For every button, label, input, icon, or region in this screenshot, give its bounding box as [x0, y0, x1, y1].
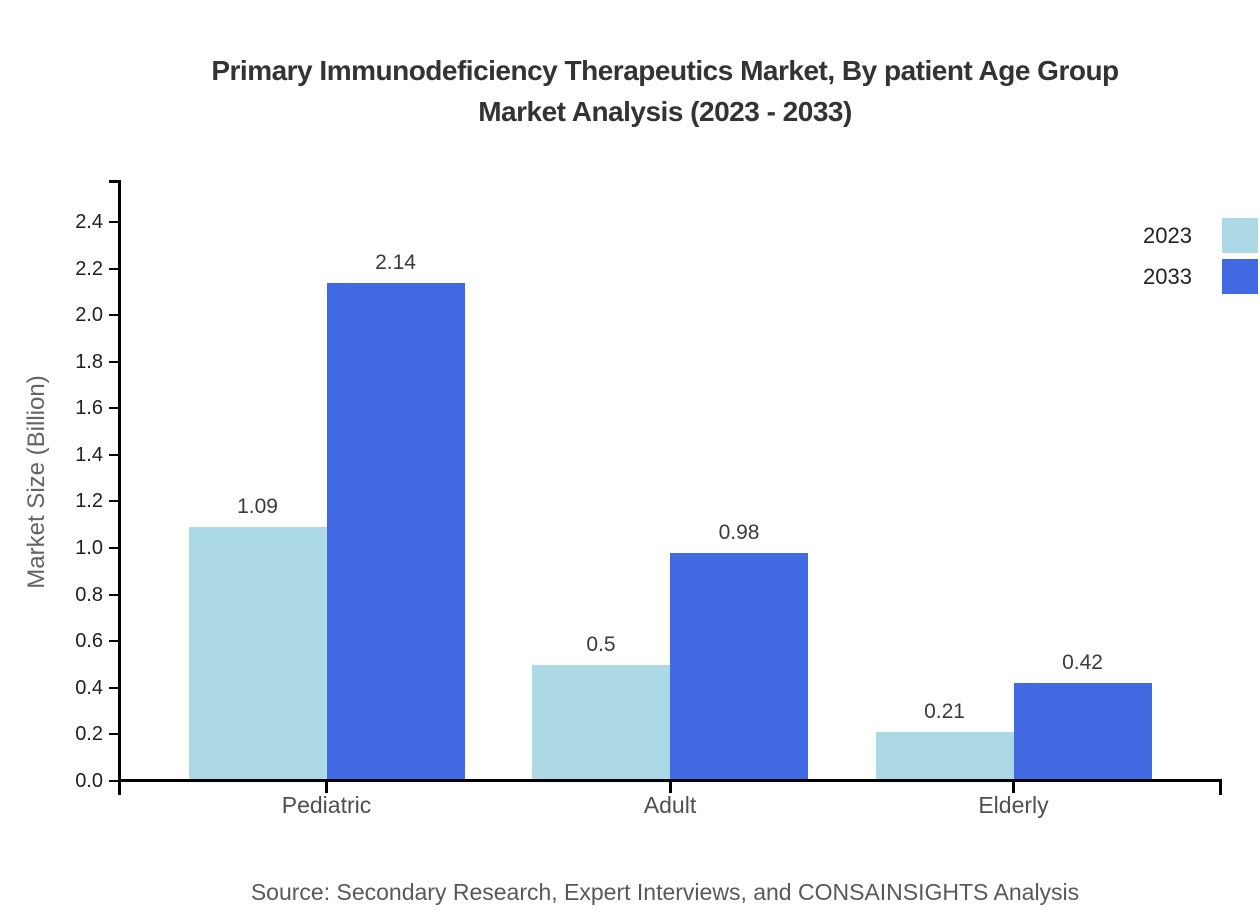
bar-2023-pediatric: [188, 527, 327, 781]
y-tick-2.0: [109, 314, 118, 317]
y-tick-1.2: [109, 500, 118, 503]
chart-title: Primary Immunodeficiency Therapeutics Ma…: [80, 50, 1250, 132]
bar-2033-elderly: [1013, 683, 1152, 781]
y-tick-label-0.8: 0.8: [75, 583, 103, 606]
y-tick-0.4: [109, 686, 118, 689]
x-tick-label-pediatric: Pediatric: [281, 792, 372, 818]
y-tick-label-1.2: 1.2: [75, 490, 103, 513]
y-tick-label-2.4: 2.4: [75, 210, 103, 233]
y-tick-2.2: [109, 267, 118, 270]
y-tick-1.4: [109, 453, 118, 456]
y-tick-label-2.2: 2.2: [75, 257, 103, 280]
x-axis-start-tick: [118, 781, 121, 795]
x-axis-line: [118, 779, 1222, 782]
value-label-2023-adult: 0.5: [586, 632, 616, 656]
y-axis-title: Market Size (Billion): [23, 375, 50, 589]
y-tick-1.0: [109, 547, 118, 550]
y-tick-label-0.4: 0.4: [75, 676, 103, 699]
legend-label-2033: 2033: [1143, 264, 1192, 289]
source-note: Source: Secondary Research, Expert Inter…: [250, 879, 1080, 905]
y-tick-0.6: [109, 640, 118, 643]
chart-title-line2: Market Analysis (2023 - 2033): [478, 96, 852, 127]
value-label-2033-elderly: 0.42: [1062, 651, 1103, 675]
y-tick-label-1.4: 1.4: [75, 443, 103, 466]
y-tick-1.8: [109, 360, 118, 363]
x-tick-adult: [668, 781, 672, 793]
value-label-2023-elderly: 0.21: [924, 700, 965, 724]
y-tick-label-0.6: 0.6: [75, 630, 103, 653]
y-tick-label-1.6: 1.6: [75, 397, 103, 420]
legend-item-2023: 2023: [1143, 218, 1258, 253]
y-tick-0.0: [109, 780, 118, 782]
x-tick-label-adult: Adult: [643, 792, 697, 818]
y-axis-spine: [118, 180, 121, 795]
legend-label-2023: 2023: [1143, 223, 1192, 248]
legend: 2023 2033: [1143, 218, 1258, 294]
y-tick-2.4: [109, 220, 118, 223]
value-label-2023-pediatric: 1.09: [237, 495, 278, 519]
x-axis-end-tick: [1219, 781, 1222, 795]
bar-2033-adult: [670, 552, 808, 781]
y-tick-label-0.0: 0.0: [75, 770, 103, 792]
y-axis-end-tick: [109, 180, 118, 183]
legend-item-2033: 2033: [1143, 259, 1258, 294]
x-tick-pediatric: [325, 781, 328, 793]
plot-area: 0.0 0.2 0.4 0.6 0.8 1.0 1.2 1.4 1.6 1.8 2.0 2.2 2.4 1…: [75, 180, 1222, 818]
value-label-2033-pediatric: 2.14: [375, 250, 416, 274]
y-tick-0.8: [109, 593, 118, 596]
y-tick-label-1.8: 1.8: [75, 350, 103, 373]
value-label-2033-adult: 0.98: [718, 520, 760, 544]
y-tick-1.6: [109, 407, 118, 410]
y-tick-0.2: [109, 733, 118, 736]
y-tick-label-1.0: 1.0: [75, 537, 103, 560]
legend-swatch-2023: [1222, 218, 1258, 253]
bar-2023-elderly: [875, 732, 1014, 781]
x-tick-label-elderly: Elderly: [978, 792, 1049, 818]
y-tick-label-0.2: 0.2: [75, 723, 103, 746]
y-tick-label-2.0: 2.0: [75, 304, 103, 327]
x-tick-elderly: [1012, 781, 1015, 793]
bar-2023-adult: [532, 664, 670, 781]
legend-swatch-2033: [1222, 259, 1258, 294]
bar-2033-pediatric: [326, 282, 465, 781]
chart-title-line1: Primary Immunodeficiency Therapeutics Ma…: [211, 55, 1119, 86]
